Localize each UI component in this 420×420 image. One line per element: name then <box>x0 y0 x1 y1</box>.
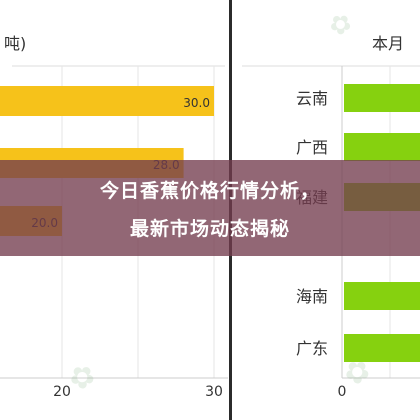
left-x-tick-label: 30 <box>205 384 223 400</box>
right-category-label: 广西 <box>296 138 328 157</box>
left-bar-data-label: 30.0 <box>183 96 210 110</box>
right-bar <box>344 334 420 362</box>
left-x-tick-label: 20 <box>53 384 71 400</box>
left-chart-title: 吨) <box>4 34 26 53</box>
headline-banner <box>0 160 420 256</box>
right-category-label: 海南 <box>296 287 328 306</box>
right-bar <box>344 133 420 161</box>
headline-line-1: 今日香蕉价格行情分析， <box>99 180 320 202</box>
right-chart-title: 本月 <box>372 34 404 53</box>
right-x-tick-label: 0 <box>338 384 347 400</box>
right-bar <box>344 282 420 310</box>
right-bar <box>344 84 420 112</box>
right-category-label: 云南 <box>296 89 328 108</box>
headline-line-2: 最新市场动态揭秘 <box>129 218 290 240</box>
right-category-label: 广东 <box>296 339 328 358</box>
left-bar <box>0 86 214 116</box>
